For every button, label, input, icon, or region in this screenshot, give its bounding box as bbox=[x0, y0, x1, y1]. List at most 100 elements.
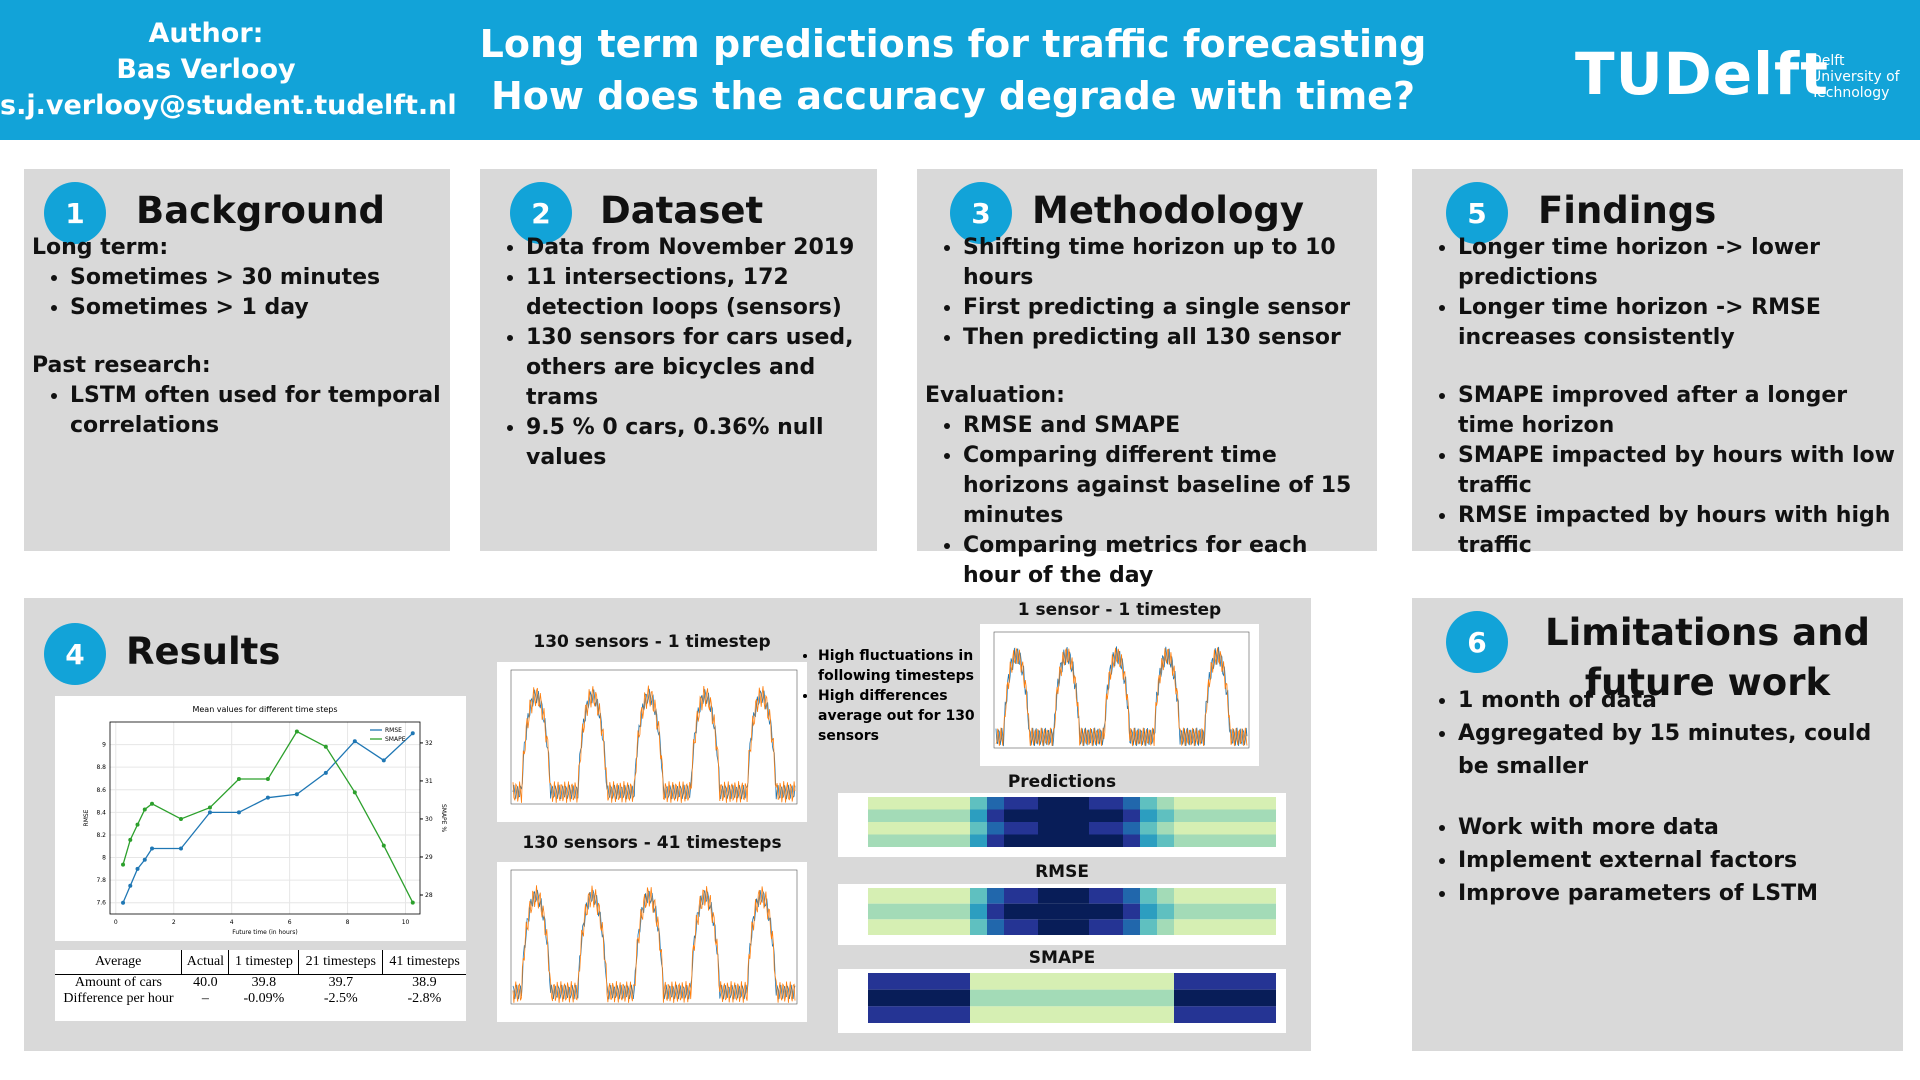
table-row: Amount of cars 40.0 39.8 39.7 38.9 bbox=[55, 975, 466, 992]
heat-cell bbox=[953, 797, 970, 810]
heat-cell bbox=[1123, 973, 1140, 990]
point bbox=[410, 731, 415, 736]
heat-cell bbox=[1259, 888, 1276, 904]
panel-bg bbox=[497, 662, 807, 822]
heat-cell bbox=[1123, 834, 1140, 847]
point bbox=[135, 866, 140, 871]
heat-cell bbox=[868, 919, 885, 935]
point bbox=[352, 739, 357, 744]
table-header-cell: 41 timesteps bbox=[382, 950, 466, 975]
heat-cell bbox=[1072, 888, 1089, 904]
heat-cell bbox=[1174, 1006, 1191, 1023]
heat-cell bbox=[1191, 1006, 1208, 1023]
heat-cell bbox=[1225, 888, 1242, 904]
heat-cell bbox=[1208, 1006, 1225, 1023]
heat-cell bbox=[1157, 834, 1174, 847]
x-tick-label: 2 bbox=[172, 919, 176, 926]
bullet: LSTM often used for temporal correlation… bbox=[70, 381, 442, 441]
heat-cell bbox=[919, 973, 936, 990]
bullet-list: SMAPE improved after a longer time horiz… bbox=[1420, 381, 1895, 561]
heat-cell bbox=[1140, 809, 1157, 822]
bullet: Comparing metrics for each hour of the d… bbox=[963, 531, 1369, 591]
heat-cell bbox=[1038, 1006, 1055, 1023]
y2-tick-label: 29 bbox=[425, 854, 433, 861]
decor-line bbox=[995, 646, 1248, 747]
heat-cell bbox=[953, 973, 970, 990]
section-title: Limitations and future work bbox=[1545, 611, 1870, 704]
heat-cell bbox=[1038, 888, 1055, 904]
heat-cell bbox=[1208, 797, 1225, 810]
heat-cell bbox=[1004, 809, 1021, 822]
plot-frame bbox=[993, 631, 1250, 749]
y-tick-label: 9 bbox=[102, 742, 106, 749]
table-cell: Difference per hour bbox=[63, 991, 174, 1006]
table-cell: 39.7 bbox=[328, 975, 354, 990]
table-header-cell: 21 timesteps bbox=[298, 950, 383, 975]
heat-cell bbox=[868, 809, 885, 822]
heat-cell bbox=[1123, 1006, 1140, 1023]
figure-title: SMAPE bbox=[1028, 948, 1096, 968]
panel-bg bbox=[497, 862, 807, 1022]
heat-cell bbox=[953, 903, 970, 920]
x-tick-label: 10 bbox=[402, 919, 410, 926]
section-number: 5 bbox=[1446, 182, 1508, 244]
heat-cell bbox=[1072, 989, 1089, 1007]
bullet-list: LSTM often used for temporal correlation… bbox=[32, 381, 442, 441]
point bbox=[128, 883, 133, 888]
heat-cell bbox=[953, 919, 970, 935]
bullet: Data from November 2019 bbox=[526, 233, 869, 263]
section-box: 3 MethodologyShifting time horizon up to … bbox=[917, 169, 1377, 588]
heat-cell bbox=[1225, 797, 1242, 810]
heat-cell bbox=[1225, 973, 1242, 990]
table-header-cell: Actual bbox=[181, 950, 229, 975]
heat-cell bbox=[1225, 809, 1242, 822]
heat-cell bbox=[1072, 797, 1089, 810]
heat-cell bbox=[1123, 822, 1140, 835]
heat-cell bbox=[970, 797, 987, 810]
section-title: Background bbox=[136, 189, 386, 232]
heat-cell bbox=[885, 989, 902, 1007]
heat-cell bbox=[1259, 903, 1276, 920]
table-header-row: Average Actual 1 timestep 21 timesteps 41 ti… bbox=[55, 950, 466, 975]
heat-cell bbox=[1089, 973, 1106, 990]
heat-cell bbox=[1174, 903, 1191, 920]
chart-title: Mean values for different time steps bbox=[192, 705, 337, 714]
point bbox=[294, 792, 299, 797]
heat-cell bbox=[1242, 834, 1259, 847]
point bbox=[121, 862, 126, 867]
heat-cell bbox=[936, 989, 953, 1007]
heat-cell bbox=[987, 989, 1004, 1007]
heat-cell bbox=[868, 1006, 885, 1023]
heat-cell bbox=[1123, 797, 1140, 810]
heat-cell bbox=[1106, 989, 1123, 1007]
heat-cell bbox=[970, 989, 987, 1007]
heat-cell bbox=[1259, 973, 1276, 990]
heat-cell bbox=[1174, 822, 1191, 835]
heat-cell bbox=[987, 919, 1004, 935]
section-body: 1 month of dataAggregated by 15 minutes,… bbox=[1420, 684, 1895, 938]
heat-cell bbox=[1038, 834, 1055, 847]
bullet: Longer time horizon -> RMSE increases co… bbox=[1458, 293, 1895, 353]
point bbox=[142, 807, 147, 812]
heat-cell bbox=[1259, 797, 1276, 810]
bullet: Sometimes > 1 day bbox=[70, 293, 442, 323]
heat-cell bbox=[1174, 973, 1191, 990]
point bbox=[142, 857, 147, 862]
heat-cell bbox=[1055, 903, 1072, 920]
decor-line bbox=[512, 885, 796, 1003]
heat-cell bbox=[868, 822, 885, 835]
heat-cell bbox=[970, 1006, 987, 1023]
heat-cell bbox=[1242, 822, 1259, 835]
heat-cell bbox=[1123, 989, 1140, 1007]
heat-cell bbox=[919, 809, 936, 822]
heat-cell bbox=[1021, 797, 1038, 810]
heat-cell bbox=[1072, 903, 1089, 920]
heat-cell bbox=[953, 1006, 970, 1023]
heat-cell bbox=[970, 919, 987, 935]
heat-cell bbox=[1191, 989, 1208, 1007]
heat-cell bbox=[1038, 822, 1055, 835]
bullet: SMAPE improved after a longer time horiz… bbox=[1458, 381, 1895, 441]
title: Long term predictions for traffic foreca… bbox=[470, 18, 1436, 122]
timeseries-figure bbox=[980, 624, 1259, 766]
heat-cell bbox=[1259, 834, 1276, 847]
